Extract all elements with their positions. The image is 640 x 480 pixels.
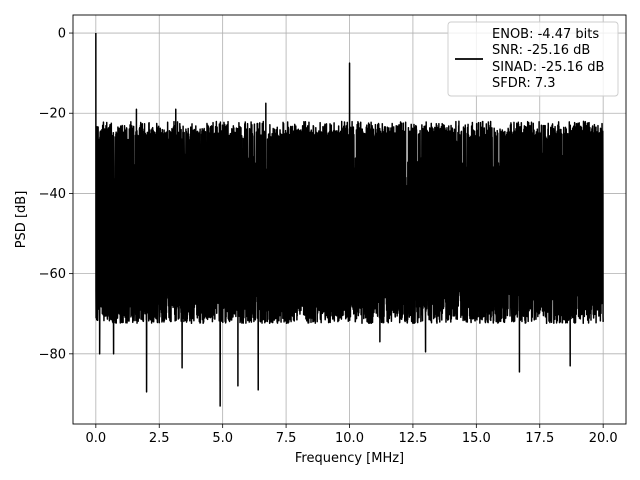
x-tick-label: 5.0: [212, 431, 233, 446]
y-axis: 0 −20 −40 −60 −80: [39, 27, 73, 362]
y-tick-label: −20: [39, 107, 66, 122]
x-tick-label: 7.5: [276, 431, 297, 446]
x-tick-label: 2.5: [149, 431, 170, 446]
legend-entry-snr: SNR: -25.16 dB: [492, 43, 590, 58]
x-tick-label: 20.0: [589, 431, 618, 446]
x-tick-label: 10.0: [335, 431, 364, 446]
x-tick-label: 15.0: [462, 431, 491, 446]
x-tick-label: 12.5: [398, 431, 427, 446]
legend-box: [447, 21, 619, 97]
y-tick-label: 0: [58, 27, 66, 42]
legend-entry-sinad: SINAD: -25.16 dB: [492, 60, 604, 75]
x-tick-label: 0.0: [85, 431, 106, 446]
legend: ENOB: -4.47 bits SNR: -25.16 dB SINAD: -…: [447, 21, 619, 97]
legend-entry-sfdr: SFDR: 7.3: [492, 76, 556, 91]
y-tick-label: −80: [39, 347, 66, 362]
psd-series-line: [95, 33, 604, 407]
y-axis-label: PSD [dB]: [14, 191, 29, 249]
x-tick-label: 17.5: [525, 431, 554, 446]
x-axis-label: Frequency [MHz]: [295, 451, 404, 466]
y-tick-label: −60: [39, 267, 66, 282]
legend-entry-enob: ENOB: -4.47 bits: [492, 27, 599, 42]
x-axis: 0.0 2.5 5.0 7.5 10.0 12.5 15.0 17.5 20.0: [85, 424, 618, 446]
y-tick-label: −40: [39, 187, 66, 202]
